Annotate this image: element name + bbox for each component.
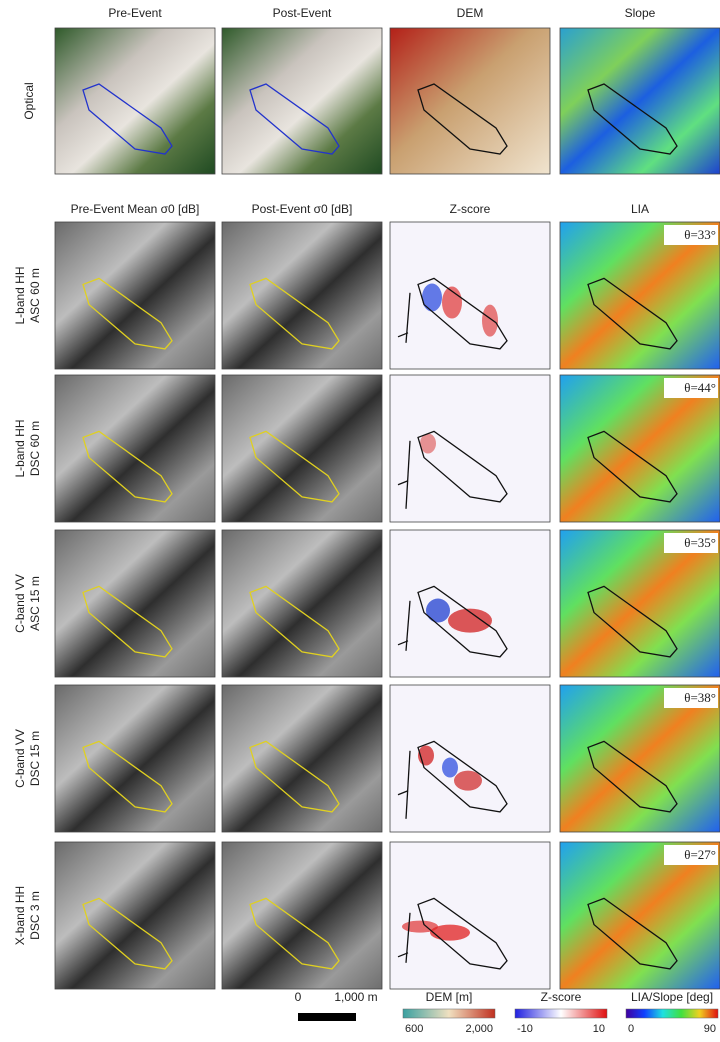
theta-label: θ=38° [684,690,716,705]
row-label-line: X-band HH [13,886,27,945]
zscore-anomaly [454,771,482,791]
colorbar-title: LIA/Slope [deg] [631,990,713,1004]
post-event-sigma0-image [222,375,382,522]
row-label-line: C-band VV [13,729,27,788]
figure: Pre-Event Post-Event DEM Slope Optical Pre-Ev… [0,0,720,1037]
pre-event-sigma0-image [55,222,215,369]
colorbar-tick-label: 0 [628,1023,634,1035]
pre-event-sigma0-image [55,375,215,522]
theta-label: θ=44° [684,380,716,395]
zscore-image [390,842,550,989]
optical-post-image [222,28,382,174]
column-header: Pre-Event [108,6,162,20]
row-label: C-band VVDSC 15 m [13,729,42,788]
zscore-image [390,685,550,832]
row-label: L-band HHASC 60 m [13,266,42,324]
colorbar-tick-label: 10 [593,1023,605,1035]
colorbar-tick-label: -10 [517,1023,533,1035]
pre-event-sigma0-image [55,842,215,989]
colorbar-tick-label: 2,000 [465,1023,493,1035]
zscore-anomaly [422,284,442,312]
zscore-image [390,375,550,522]
colorbar-title: DEM [m] [426,990,473,1004]
zscore-anomaly [430,925,470,941]
row-label-line: L-band HH [13,419,27,477]
row-label-line: C-band VV [13,574,27,633]
column-header: DEM [457,6,484,20]
colorbar-tick-label: 600 [405,1023,423,1035]
row-label-line: L-band HH [13,266,27,324]
post-event-sigma0-image [222,222,382,369]
colorbar-tick-label: 90 [704,1023,716,1035]
colorbar [515,1009,607,1018]
scale-bar [298,1013,356,1021]
column-header: Pre-Event Mean σ0 [dB] [71,202,200,216]
pre-event-sigma0-image [55,685,215,832]
post-event-sigma0-image [222,685,382,832]
theta-label: θ=27° [684,847,716,862]
optical-pre-image [55,28,215,174]
column-header: Slope [625,6,656,20]
pre-event-sigma0-image [55,530,215,677]
theta-label: θ=35° [684,535,716,550]
colorbar [403,1009,495,1018]
scale-bar-label: 1,000 m [334,990,377,1004]
zscore-image [390,222,550,369]
row-label-line: DSC 15 m [28,731,42,786]
row-label-line: DSC 3 m [28,891,42,940]
scale-bar-label: 0 [295,990,302,1004]
slope-image [560,28,720,174]
row-label: Optical [22,82,36,119]
zscore-anomaly [426,599,450,623]
zscore-anomaly [482,305,498,337]
column-header: LIA [631,202,649,216]
colorbar-title: Z-score [541,990,582,1004]
theta-label: θ=33° [684,227,716,242]
row-label: X-band HHDSC 3 m [13,886,42,945]
column-header: Z-score [450,202,491,216]
colorbar [626,1009,718,1018]
post-event-sigma0-image [222,530,382,677]
row-label-line: ASC 60 m [28,268,42,323]
row-label: C-band VVASC 15 m [13,574,42,633]
zscore-image [390,530,550,677]
post-event-sigma0-image [222,842,382,989]
row-label-line: ASC 15 m [28,576,42,631]
zscore-anomaly [442,758,458,778]
dem-image [390,28,550,174]
column-header: Post-Event σ0 [dB] [252,202,353,216]
column-header: Post-Event [273,6,332,20]
row-label-line: DSC 60 m [28,421,42,476]
row-label: L-band HHDSC 60 m [13,419,42,477]
